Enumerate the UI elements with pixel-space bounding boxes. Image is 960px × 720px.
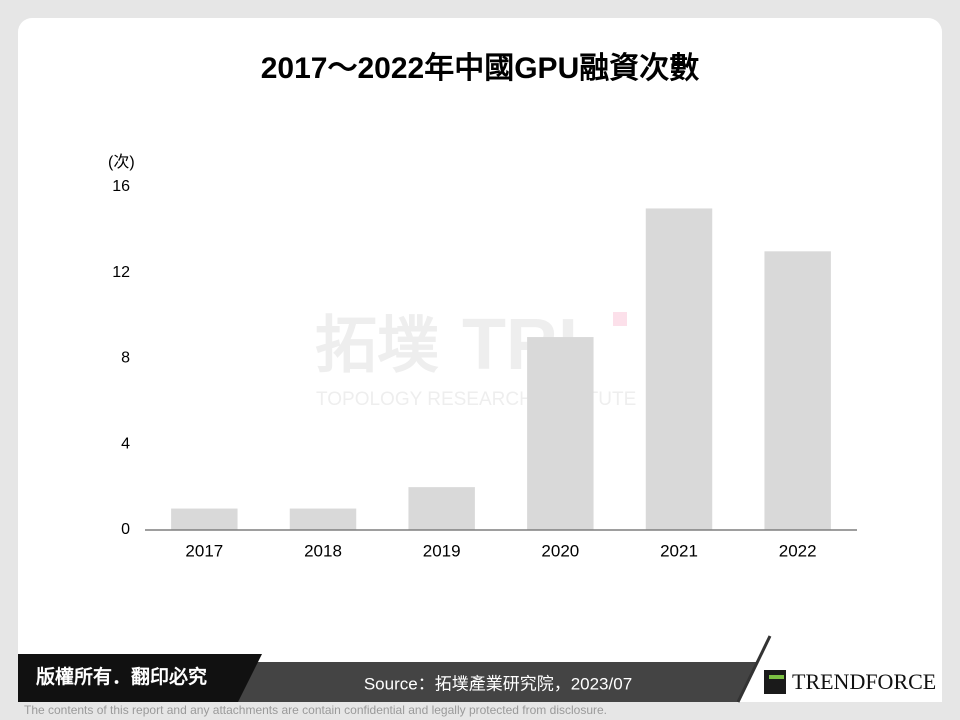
logo-area (738, 636, 942, 702)
chart-title: 2017～2022年中國GPU融資次數 (261, 52, 700, 85)
plot: 0 4 8 12 16 2017 2018 2019 2020 2021 2022 (112, 178, 831, 560)
bar (527, 337, 594, 530)
brand: TRENDFORCE (792, 669, 936, 694)
y-tick-label: 16 (112, 178, 130, 195)
bar (171, 508, 238, 530)
x-tick-label: 2018 (304, 541, 342, 560)
x-tick-label: 2017 (185, 541, 223, 560)
y-tick-label: 12 (112, 264, 130, 281)
logo-edge (736, 635, 772, 703)
x-tick-label: 2022 (779, 541, 817, 560)
bar (289, 508, 357, 530)
brand-icon-bar (769, 675, 784, 679)
brand-icon (764, 670, 786, 694)
panel (18, 18, 942, 702)
y-tick-label: 8 (121, 350, 130, 367)
y-tick-label: 0 (121, 521, 130, 538)
disclaimer: The contents of this report and any atta… (24, 703, 607, 717)
bar (764, 251, 831, 530)
watermark-logo: 拓墣 (315, 311, 439, 380)
source: Source：拓墣產業研究院，2023/07 (364, 674, 632, 693)
watermark-dot (613, 312, 627, 326)
footer-tab (18, 654, 262, 702)
x-tick-label: 2021 (660, 541, 698, 560)
bar (408, 487, 475, 530)
y-unit: (次) (108, 153, 135, 171)
x-tick-label: 2020 (541, 541, 579, 560)
x-tick-label: 2019 (423, 541, 461, 560)
bar (645, 208, 713, 530)
y-tick-label: 4 (121, 435, 130, 452)
copyright: 版權所有．翻印必究 (36, 665, 207, 688)
